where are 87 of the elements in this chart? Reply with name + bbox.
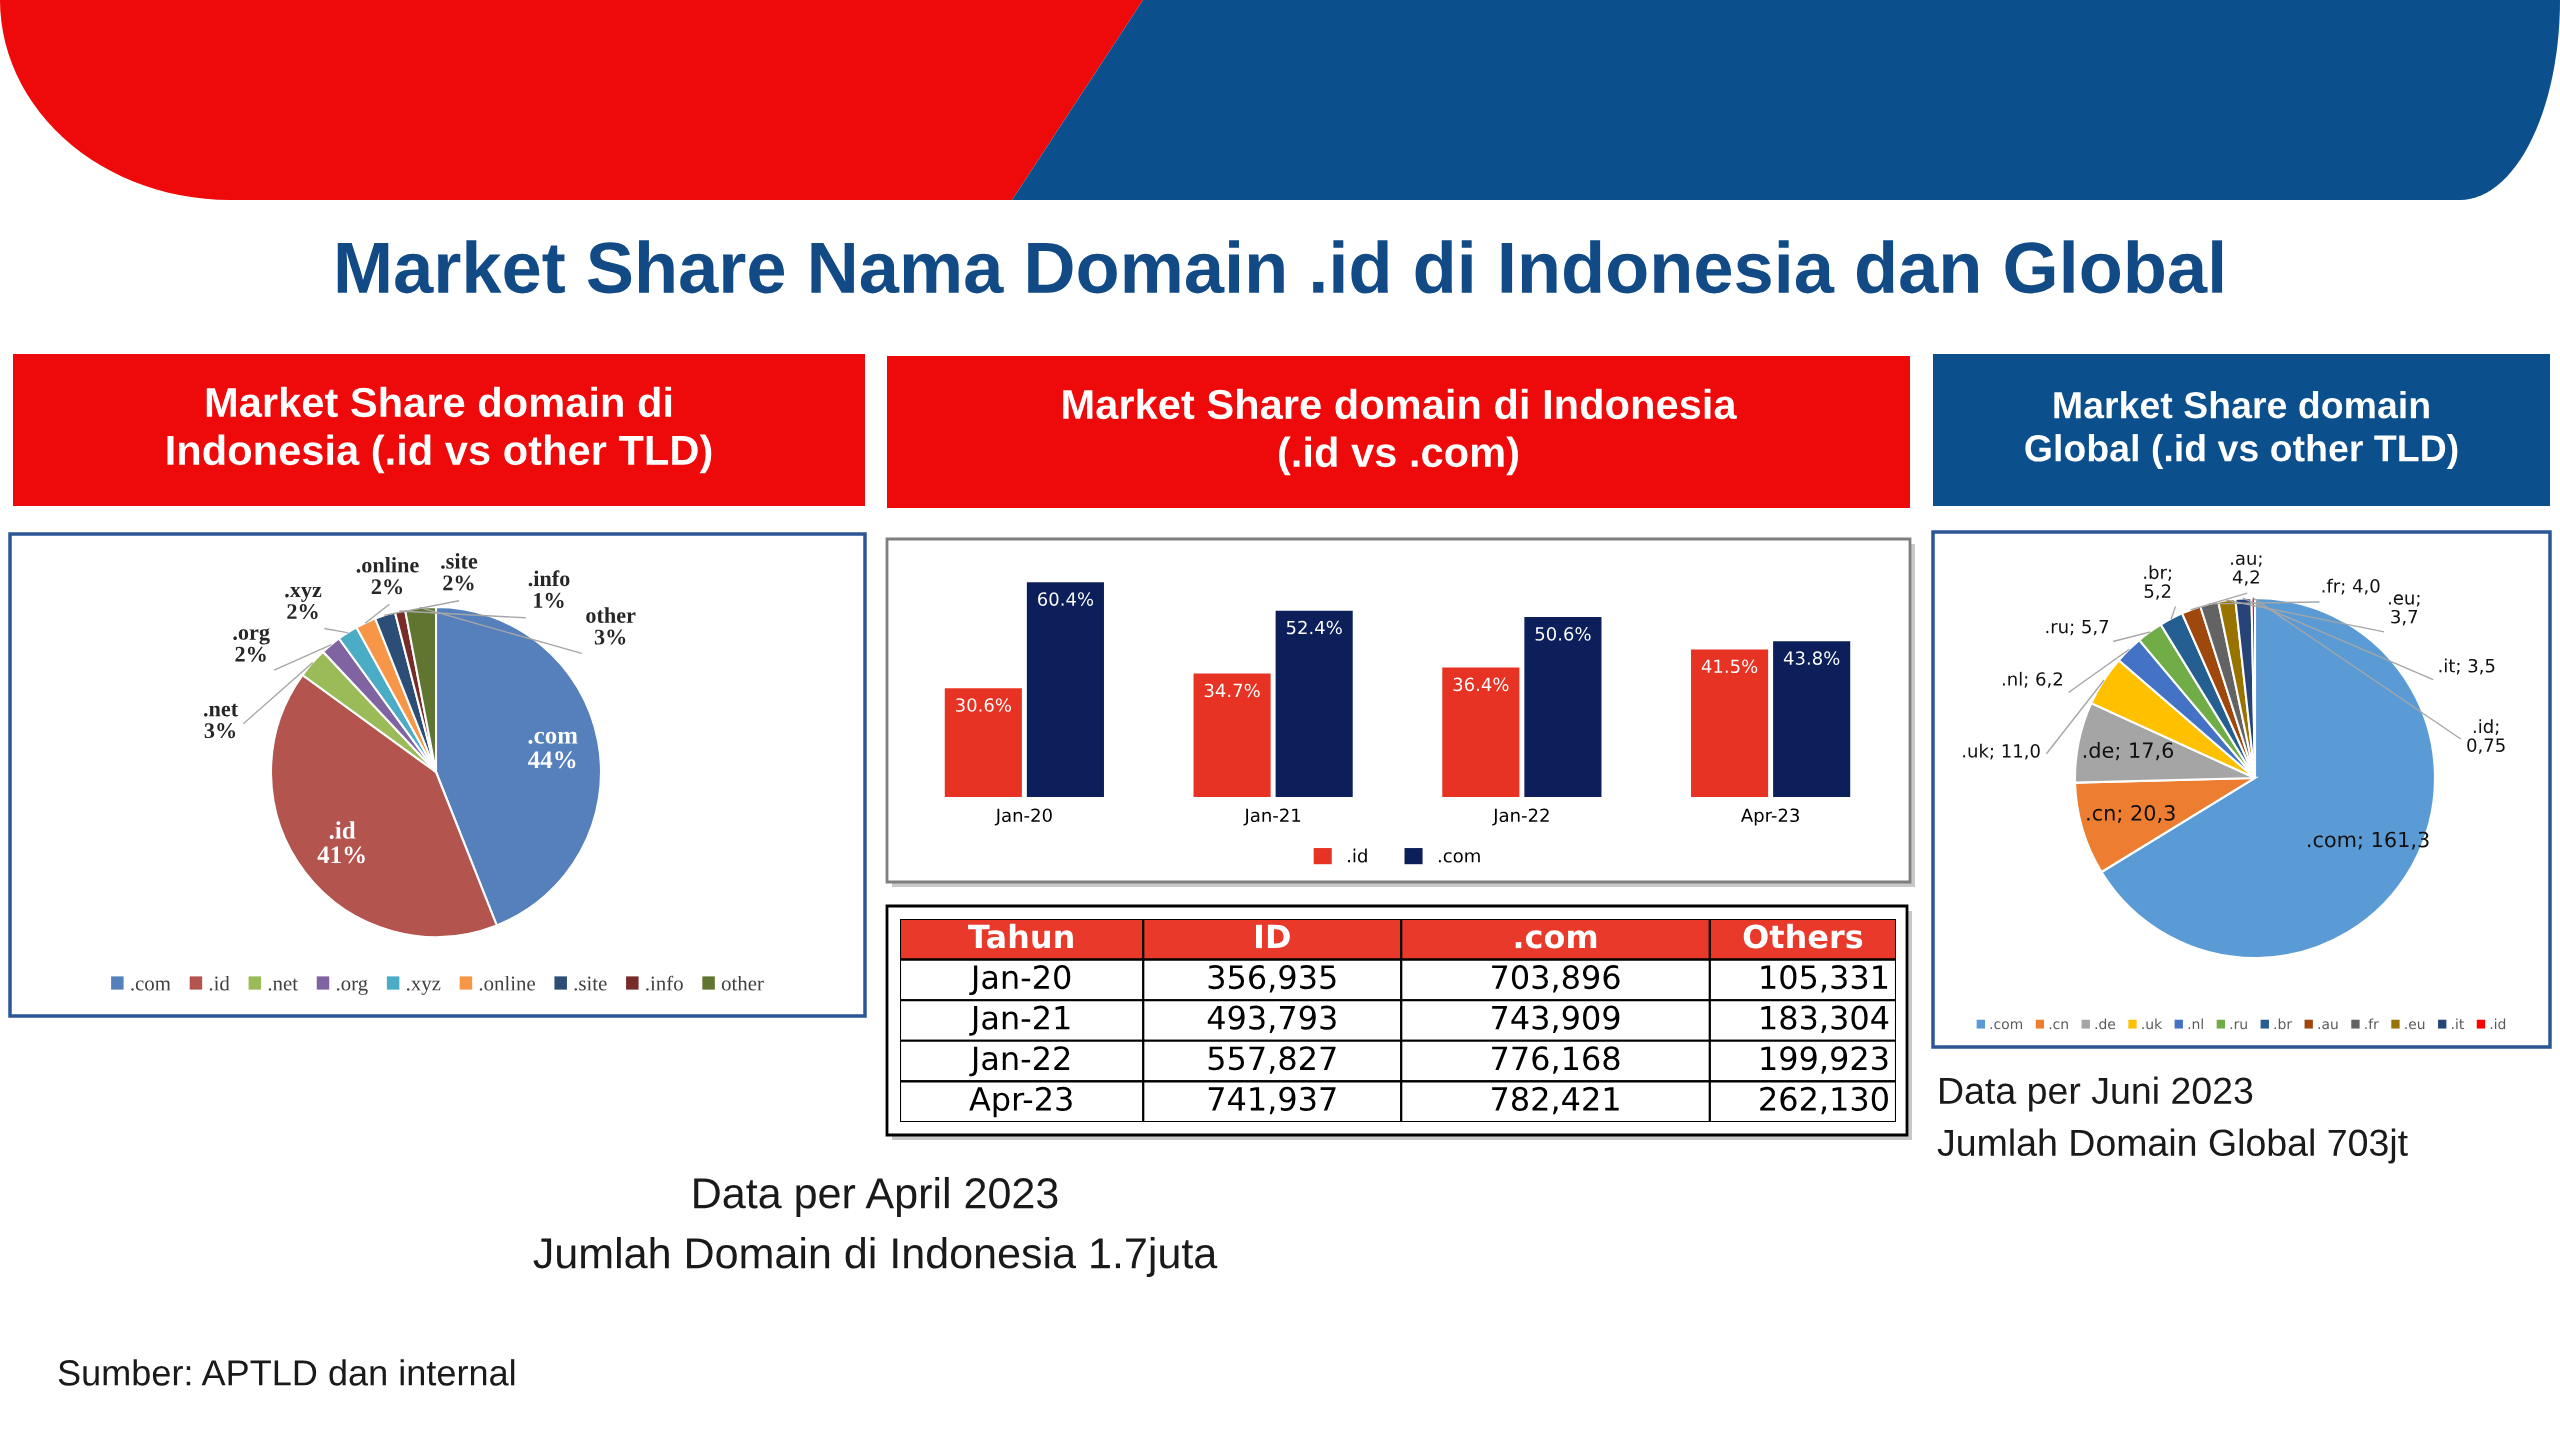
data-label: .eu; 3,7 [2389,594,2420,626]
data-label: .it; 3,5 [2439,658,2495,675]
data-label: .id 41% [317,821,365,864]
data-label: .id; 0,75 [2467,719,2505,754]
series-label: .com [1515,930,1597,949]
data-label: .de; 17,6 [2083,741,2174,761]
data-label: .cn; 20,3 [2087,805,2175,823]
bar [1193,673,1271,797]
category-label: Jan-21 [969,1005,1070,1036]
data-label: 199,923 [1761,1046,1888,1074]
text: Data per April 2023 [694,1176,1058,1218]
bar [1691,649,1769,797]
legend-label: .eu [2405,1021,2425,1030]
data-label: .net 3% [203,703,239,739]
data-label: 36.4% [1453,677,1509,692]
legend-label: .id [209,975,230,991]
x-tick-label: Jan-22 [1492,808,1549,826]
bar [1026,582,1104,797]
legend-label: other [721,975,764,991]
legend-label: .au [2318,1021,2338,1030]
legend-label: .org [336,979,368,995]
x-tick-label: Apr-23 [1740,808,1799,826]
data-label: .org 2% [233,628,270,662]
bar [1442,667,1520,797]
data-label: 183,304 [1761,1005,1889,1034]
category-label: Jan-22 [969,1046,1070,1077]
data-label: .ru; 5,7 [2046,619,2109,636]
text: Tahun [968,923,1073,949]
data-label: other 3% [586,607,636,645]
data-label: 262,130 [1760,1086,1888,1115]
legend-label: .cn [2049,1021,2068,1030]
text: Jumlah Domain di Indonesia 1.7juta [533,1236,1218,1278]
data-label: 52.4% [1286,620,1342,635]
data-label: .com 44% [528,731,578,769]
data-label: 60.4% [1038,592,1094,606]
legend-label: .xyz [406,980,441,995]
data-label: 703,896 [1492,965,1620,993]
data-label: 776,168 [1492,1046,1620,1074]
data-label: .info 1% [528,570,570,608]
text: Data per Juni 2023 [1940,1076,2253,1112]
bar [1275,610,1353,797]
legend-label: .com [1990,1021,2023,1030]
data-label: 782,421 [1492,1086,1619,1115]
legend-label: .info [646,975,683,991]
text: Jumlah Domain Global 703jt [1937,1128,2408,1164]
data-label: 34.7% [1204,683,1260,698]
legend-label: .com [1438,852,1480,863]
legend-label: .id [1348,848,1367,863]
data-label: .fr; 4,0 [2322,578,2380,595]
data-label: .nl; 6,2 [2002,671,2062,688]
chart-subtitle: Market Share domain di Indonesia (.id vs other TLD) [167,386,712,474]
category-label: Jan-20 [969,965,1071,996]
data-label: 43.8% [1783,651,1840,665]
text: Market Share Nama Domain .id di Indonesia dan Global [337,240,2223,294]
data-label: .br; 5,2 [2144,565,2171,600]
series-label: Others [1743,923,1863,949]
data-label: .xyz 2% [285,586,322,620]
data-label: .site 2% [441,553,478,591]
bar [944,688,1022,797]
legend-label: .br [2274,1018,2293,1030]
data-label: 105,331 [1761,965,1888,993]
x-tick-label: Jan-20 [994,808,1052,826]
legend-label: .fr [2365,1018,2379,1030]
legend-label: .uk [2142,1018,2163,1030]
legend-label: .com [131,980,171,991]
legend-label: .it [2452,1018,2464,1030]
data-label: 743,909 [1492,1005,1620,1034]
data-label: .uk; 11,0 [1963,743,2040,760]
data-label: 50.6% [1535,627,1591,641]
legend-label: .id [2490,1018,2506,1030]
chart-subtitle: Market Share domain Global (.id vs other TLD) [2025,390,2458,470]
legend-label: .nl [2188,1018,2203,1030]
chart-subtitle: Market Share domain di Indonesia (.id vs .com) [1063,388,1737,476]
data-label: .au; 4,2 [2231,554,2262,586]
data-label: 30.6% [956,698,1012,712]
text: Sumber: APTLD dan internal [58,1359,515,1386]
data-label: .online 2% [356,556,419,595]
bar [1773,641,1851,797]
bar [1524,617,1602,797]
legend-label: .net [268,978,298,991]
legend-label: .ru [2230,1021,2247,1030]
category-label: Apr-23 [969,1086,1072,1118]
legend-label: .site [574,976,607,991]
legend-label: .online [479,975,535,991]
data-label: 41.5% [1701,659,1758,674]
x-tick-label: Jan-21 [1243,808,1301,826]
legend-label: .de [2095,1018,2116,1030]
